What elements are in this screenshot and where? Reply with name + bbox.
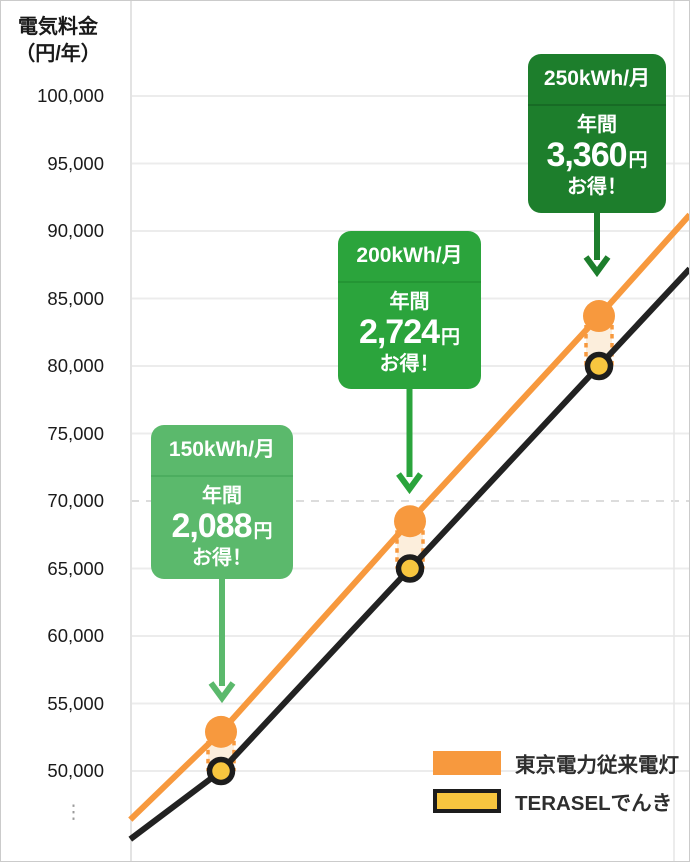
callout-usage-label: 150kWh/月 <box>168 438 276 461</box>
tepco-point <box>205 715 237 748</box>
y-axis-title-line2: （円/年） <box>15 43 101 65</box>
y-tick-label: 100,000 <box>37 85 104 106</box>
axis-break-ellipsis: ⋮ <box>64 802 83 823</box>
y-tick-label: 70,000 <box>47 490 104 511</box>
y-tick-label: 50,000 <box>47 760 104 781</box>
legend-swatch-tepco <box>433 751 501 775</box>
legend-label-terasel: TERASELでんき <box>515 792 673 815</box>
y-tick-label: 60,000 <box>47 625 104 646</box>
callout-usage-label: 200kWh/月 <box>356 244 463 267</box>
legend: 東京電力従来電灯 TERASELでんき <box>433 751 679 827</box>
tepco-point <box>583 300 615 333</box>
callout-note: お得！ <box>567 176 627 199</box>
callout-amount-number: 2,724 <box>358 313 440 351</box>
savings-callout-250kwh: 250kWh/月 年間 3,360 円 お得！ <box>528 54 666 213</box>
callout-arrow-head <box>208 681 236 704</box>
callout-divider <box>338 281 481 283</box>
callout-divider <box>528 104 666 106</box>
legend-swatch-terasel <box>433 789 501 813</box>
callout-amount-number: 2,088 <box>171 507 252 545</box>
callout-amount-unit: 円 <box>628 150 648 171</box>
callout-arrow-head <box>396 472 423 495</box>
terasel-point <box>206 756 236 786</box>
callout-amount-number: 3,360 <box>546 136 627 174</box>
y-tick-label: 65,000 <box>47 557 104 579</box>
callout-body: 年間 2,724 円 お得！ <box>338 283 481 376</box>
y-axis-title: 電気料金 （円/年） <box>5 14 111 68</box>
callout-amount: 2,088 円 <box>151 507 293 545</box>
y-axis-title-line1: 電気料金 <box>18 16 98 38</box>
callout-amount-unit: 円 <box>441 327 461 348</box>
y-tick-label: 80,000 <box>47 355 104 376</box>
callout-body: 年間 2,088 円 お得！ <box>151 477 293 570</box>
y-tick-label: 85,000 <box>47 287 104 309</box>
tepco-point <box>394 505 426 538</box>
terasel-point <box>584 351 614 381</box>
y-tick-label: 95,000 <box>47 152 104 174</box>
savings-callout-200kwh: 200kWh/月 年間 2,724 円 お得！ <box>338 231 481 389</box>
callout-amount: 2,724 円 <box>338 313 481 351</box>
callout-divider <box>151 475 293 477</box>
legend-label-tepco: 東京電力従来電灯 <box>515 754 679 777</box>
callout-note: お得！ <box>192 547 252 570</box>
callout-amount-unit: 円 <box>253 521 273 542</box>
savings-callout-150kwh: 150kWh/月 年間 2,088 円 お得！ <box>151 425 293 579</box>
y-tick-label: 90,000 <box>47 220 104 241</box>
callout-period-label: 年間 <box>577 114 617 136</box>
callout-arrow-head <box>583 255 611 278</box>
legend-item-tepco: 東京電力従来電灯 <box>433 751 679 777</box>
callout-period-label: 年間 <box>202 485 242 507</box>
callout-body: 年間 3,360 円 お得！ <box>528 106 666 199</box>
callout-amount: 3,360 円 <box>528 136 666 174</box>
callout-note: お得！ <box>379 353 440 376</box>
legend-item-terasel: TERASELでんき <box>433 789 679 815</box>
terasel-point <box>395 554 425 583</box>
callout-period-label: 年間 <box>389 291 430 313</box>
y-tick-label: 55,000 <box>47 692 104 714</box>
y-tick-label: 75,000 <box>47 422 104 444</box>
callout-usage-label: 250kWh/月 <box>543 67 651 90</box>
